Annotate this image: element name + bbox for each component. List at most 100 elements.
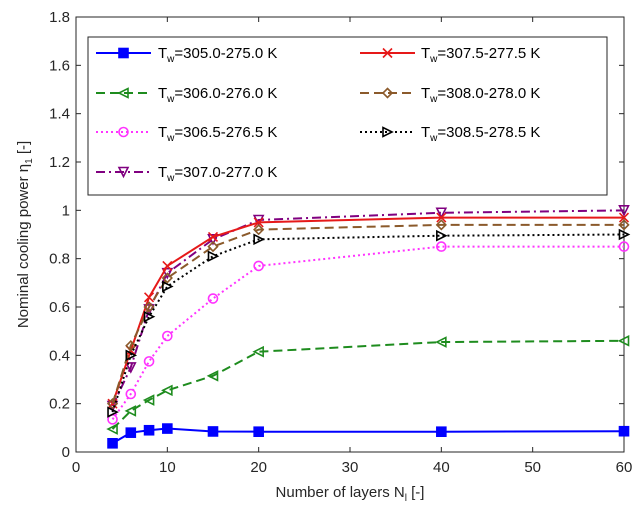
series-7	[107, 228, 631, 418]
legend-label: Tw=306.0-276.0 K	[158, 85, 277, 105]
legend-label: Tw=306.5-276.5 K	[158, 124, 277, 144]
legend-label-suffix: =308.0-278.0 K	[437, 85, 540, 102]
legend-label: Tw=308.5-278.5 K	[421, 124, 540, 144]
data-point	[143, 310, 156, 323]
data-point	[125, 340, 137, 352]
y-tick-label: 1.4	[49, 106, 70, 123]
legend-label-suffix: =305.0-275.0 K	[174, 45, 277, 62]
data-point	[618, 228, 631, 241]
x-axis-title-main: Number of layers N	[276, 484, 405, 501]
y-tick-label: 0.6	[49, 299, 70, 316]
legend-label-subscript: w	[166, 54, 175, 65]
y-tick-label: 1.2	[49, 154, 70, 171]
legend-label-subscript: w	[166, 133, 175, 144]
data-point	[143, 424, 155, 436]
data-point	[162, 280, 174, 293]
data-point	[617, 335, 630, 347]
series-1	[107, 423, 630, 449]
series-line	[111, 339, 625, 430]
data-point	[142, 394, 155, 406]
data-point	[436, 426, 447, 438]
data-point	[161, 267, 174, 280]
legend-entry: Tw=307.5-277.5 K	[360, 45, 540, 65]
data-point	[162, 330, 173, 342]
y-axis-title-subscript: 1	[24, 158, 35, 164]
data-point	[207, 231, 219, 242]
legend-swatch-marker	[118, 126, 129, 138]
x-tick-label: 0	[72, 459, 80, 476]
legend-label-prefix: T	[158, 45, 167, 62]
data-point	[107, 437, 118, 449]
legend-entry: Tw=307.0-277.0 K	[96, 164, 277, 184]
legend-label-subscript: w	[429, 94, 438, 105]
data-point	[253, 233, 265, 246]
y-tick-label: 1.6	[49, 57, 70, 74]
data-point	[206, 370, 219, 382]
data-point	[436, 241, 447, 252]
series-4	[106, 205, 630, 413]
data-point	[125, 427, 137, 438]
y-axis-title: Nominal cooling power η1 [-]	[15, 141, 35, 328]
legend-label-suffix: =307.0-277.0 K	[174, 164, 277, 181]
legend-entry: Tw=305.0-275.0 K	[96, 45, 277, 65]
data-point	[207, 250, 220, 263]
data-point	[436, 229, 448, 242]
legend-entry: Tw=306.0-276.0 K	[96, 85, 277, 105]
data-point	[161, 384, 173, 397]
legend-label-subscript: w	[166, 173, 175, 184]
legend-label-subscript: w	[166, 94, 175, 105]
series-5	[107, 212, 630, 409]
series-line	[111, 216, 624, 404]
data-point	[618, 219, 630, 231]
data-point	[253, 426, 264, 438]
x-axis-title-subscript: l	[405, 493, 407, 504]
data-point	[107, 406, 119, 418]
x-tick-label: 40	[433, 459, 450, 476]
data-point	[162, 423, 173, 434]
data-point	[435, 219, 447, 231]
y-tick-label: 0.8	[49, 251, 70, 268]
legend-swatch-marker	[118, 47, 129, 59]
legend-label-suffix: =307.5-277.5 K	[437, 45, 540, 62]
series-layer	[106, 205, 631, 449]
series-line	[111, 223, 624, 404]
data-point	[124, 405, 137, 417]
y-tick-label: 0	[62, 444, 70, 461]
data-point	[618, 212, 630, 223]
data-point	[125, 362, 137, 374]
y-tick-label: 0.2	[49, 396, 70, 413]
data-point	[436, 212, 447, 223]
legend-swatch-marker	[381, 87, 394, 99]
legend-label-prefix: T	[158, 164, 167, 181]
data-point	[161, 272, 173, 284]
data-point	[207, 240, 219, 253]
legend-label-prefix: T	[421, 45, 430, 62]
x-axis-title-suffix: [-]	[407, 484, 425, 501]
data-point	[207, 293, 219, 304]
legend-label-prefix: T	[158, 85, 167, 102]
data-point	[253, 217, 264, 228]
data-point	[106, 423, 118, 435]
legend-label-subscript: w	[429, 54, 438, 65]
axes: 0 10 20 30 40 50 60 0 0.2 0.4 0.6 0.8 1 1.2 1.4 1.6 1.8	[49, 9, 632, 476]
data-point	[253, 224, 265, 236]
data-point	[618, 425, 630, 437]
x-tick-label: 20	[250, 459, 267, 476]
data-point	[143, 356, 155, 367]
legend-swatch-marker	[382, 126, 394, 138]
legend: Tw=305.0-275.0 KTw=306.0-276.0 KTw=306.5…	[87, 36, 608, 196]
series-line	[111, 245, 624, 420]
x-tick-label: 60	[616, 459, 633, 476]
legend-swatch-marker	[117, 166, 130, 179]
series-line	[112, 427, 625, 445]
data-point	[162, 260, 173, 271]
legend-swatch-marker	[382, 47, 393, 59]
data-point	[125, 349, 138, 362]
y-axis-ticks: 0 0.2 0.4 0.6 0.8 1 1.2 1.4 1.6 1.8	[49, 9, 624, 461]
legend-label: Tw=307.5-277.5 K	[421, 45, 540, 65]
data-point	[435, 207, 448, 220]
legend-entry: Tw=308.0-278.0 K	[360, 85, 540, 105]
y-axis-title-main: Nominal cooling power η	[15, 164, 32, 328]
data-point	[144, 292, 155, 303]
